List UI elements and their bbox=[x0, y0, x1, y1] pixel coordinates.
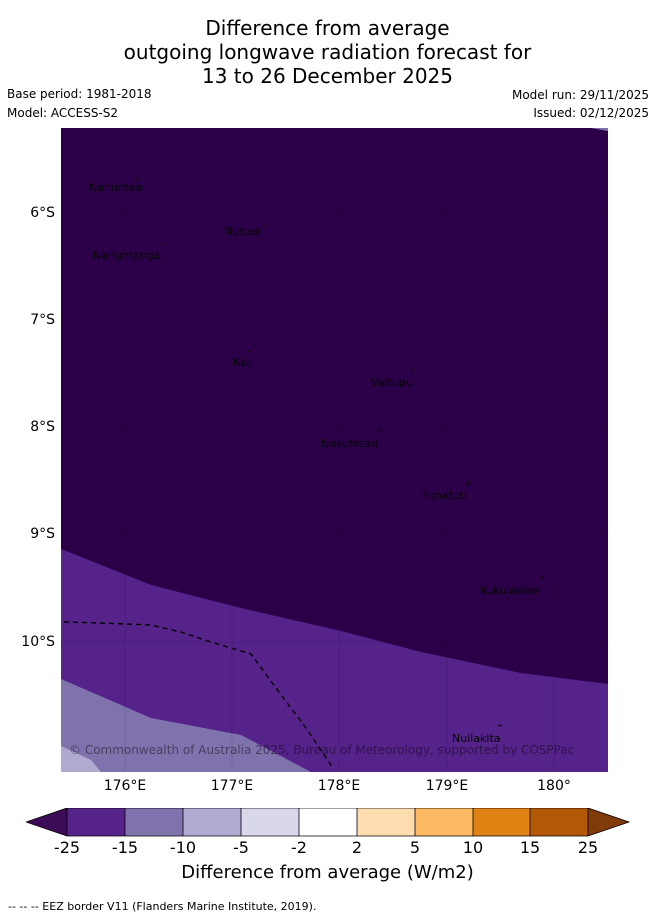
eez-legend: -- -- -- EEZ border V11 (Flanders Marine… bbox=[8, 900, 317, 913]
lon-label-177e: 177°E bbox=[210, 778, 254, 794]
model-run: Model run: 29/11/2025 bbox=[511, 88, 649, 102]
island-nukulaelae-shape bbox=[541, 575, 545, 581]
olr-band-minus-15 bbox=[61, 549, 608, 772]
colorbar-swatch bbox=[357, 808, 415, 836]
island-nanumanga-shape bbox=[160, 242, 164, 246]
island-funafuti-shape bbox=[465, 477, 470, 487]
colorbar-tick: -2 bbox=[291, 838, 307, 857]
place-vaitupu: Vaitupu bbox=[371, 376, 413, 389]
island-niu-shape bbox=[247, 349, 251, 355]
lat-label-6s: 6°S bbox=[30, 205, 55, 221]
issued-date: Issued: 02/12/2025 bbox=[533, 106, 649, 120]
place-nuitao: Nuitao bbox=[224, 225, 260, 238]
olr-corner-patch bbox=[591, 128, 608, 131]
colorbar-tick: -10 bbox=[169, 838, 197, 857]
lat-label-7s: 7°S bbox=[30, 312, 55, 328]
place-nukulaelae: Nukulaelae bbox=[478, 584, 540, 597]
place-nanumanga: Nanumanga bbox=[93, 249, 160, 262]
island-nuitao-shape bbox=[262, 225, 267, 228]
copyright-notice: © Commonwealth of Australia 2025, Bureau… bbox=[69, 743, 574, 757]
island-vaitupu-shape bbox=[411, 368, 415, 374]
map-title: Difference from average outgoing longwav… bbox=[0, 16, 655, 88]
place-labels: Nanumea Nuitao Nanumanga Niu Vaitupu Nuk… bbox=[89, 181, 540, 745]
colorbar-swatch bbox=[530, 808, 588, 836]
colorbar-title: Difference from average (W/m2) bbox=[181, 862, 474, 883]
island-nukufetau-shape bbox=[376, 428, 382, 432]
colorbar-swatch bbox=[241, 808, 299, 836]
colorbar-max-extend bbox=[588, 808, 629, 836]
lat-label-10s: 10°S bbox=[21, 634, 55, 650]
colorbar bbox=[26, 808, 631, 837]
colorbar-swatch bbox=[125, 808, 183, 836]
map-panel: Nanumea Nuitao Nanumanga Niu Vaitupu Nuk… bbox=[61, 128, 608, 772]
colorbar-tick: -15 bbox=[111, 838, 139, 857]
place-funafuti: Funafuti bbox=[422, 489, 467, 502]
place-nanumea: Nanumea bbox=[89, 181, 142, 194]
title-line-3: 13 to 26 December 2025 bbox=[201, 64, 453, 88]
island-nuilakita-shape bbox=[497, 724, 503, 727]
lon-label-180: 180° bbox=[537, 778, 571, 794]
lon-label-179e: 179°E bbox=[425, 778, 469, 794]
colorbar-min-extend bbox=[26, 808, 67, 836]
colorbar-swatch bbox=[473, 808, 530, 836]
colorbar-tick: 10 bbox=[462, 838, 484, 857]
title-line-1: Difference from average bbox=[205, 16, 450, 40]
gridlines bbox=[61, 128, 608, 772]
colorbar-swatch bbox=[67, 808, 125, 836]
colorbar-swatch bbox=[415, 808, 473, 836]
colorbar-swatch bbox=[299, 808, 357, 836]
base-period: Base period: 1981-2018 bbox=[7, 87, 152, 101]
colorbar-swatch bbox=[183, 808, 241, 836]
colorbar-tick: 25 bbox=[577, 838, 599, 857]
place-niu: Niu bbox=[233, 356, 251, 369]
olr-band-minus-5 bbox=[61, 746, 101, 772]
place-nukufetau: Nukufetau bbox=[321, 437, 378, 450]
title-line-2: outgoing longwave radiation forecast for bbox=[123, 40, 532, 64]
lon-label-178e: 178°E bbox=[317, 778, 361, 794]
colorbar-tick: 2 bbox=[351, 838, 363, 857]
lat-label-9s: 9°S bbox=[30, 526, 55, 542]
place-nuilakita: Nuilakita bbox=[452, 732, 501, 745]
olr-band-minus-10 bbox=[61, 679, 311, 772]
island-markers bbox=[133, 176, 545, 727]
island-nanumea-shape bbox=[133, 176, 140, 181]
colorbar-tick: -5 bbox=[233, 838, 249, 857]
colorbar-tick: -25 bbox=[53, 838, 81, 857]
model-name: Model: ACCESS-S2 bbox=[7, 106, 119, 120]
colorbar-tick: 5 bbox=[409, 838, 421, 857]
lat-label-8s: 8°S bbox=[30, 419, 55, 435]
lon-label-176e: 176°E bbox=[103, 778, 147, 794]
colorbar-tick: 15 bbox=[519, 838, 541, 857]
